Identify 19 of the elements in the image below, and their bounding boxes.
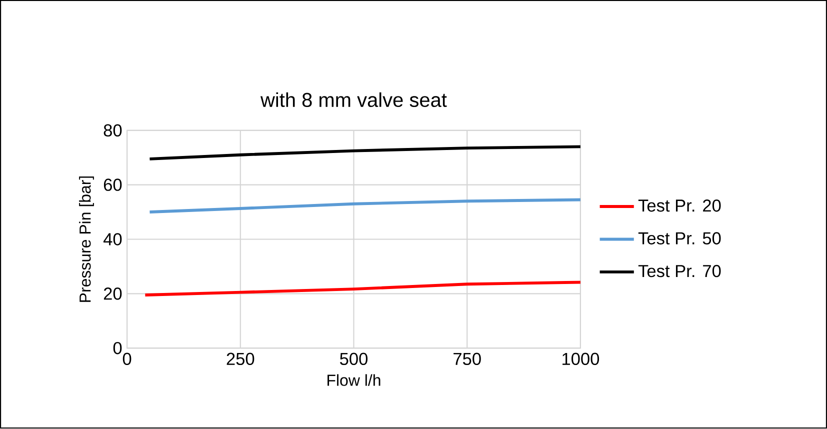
legend-label: Test Pr. 50 [638, 232, 721, 245]
y-tick-label: 0 [113, 342, 122, 354]
y-tick-label: 20 [104, 288, 122, 300]
line-series [148, 145, 580, 161]
x-tick-label: 0 [122, 353, 132, 366]
x-tick-label: 1000 [562, 353, 600, 366]
x-axis-title: Flow l/h [328, 374, 380, 386]
y-axis-title: Pressure Pin [bar] [79, 176, 94, 302]
y-tick-label: 40 [103, 233, 122, 246]
legend-label: Test Pr. 20 [638, 200, 721, 212]
x-tick-label: 750 [454, 353, 481, 366]
y-tick-label: 80 [104, 124, 122, 137]
line-series [148, 198, 580, 214]
chart-title: with 8 mm valve seat [260, 92, 447, 108]
x-tick-label: 500 [340, 353, 368, 366]
y-tick-label: 60 [104, 178, 122, 192]
x-tick-label: 250 [226, 353, 254, 366]
line-series [144, 280, 580, 297]
legend-label: Test Pr. 70 [638, 265, 721, 278]
